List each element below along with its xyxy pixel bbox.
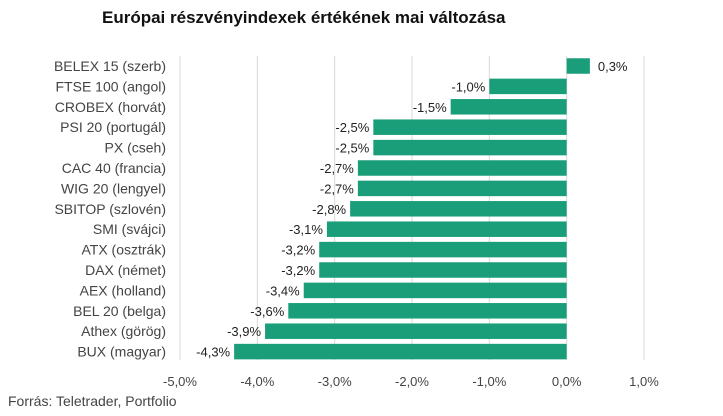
- category-label: CAC 40 (francia): [62, 160, 166, 176]
- x-tick-label: -5,0%: [163, 374, 197, 389]
- category-label: DAX (német): [85, 262, 166, 278]
- x-tick-label: 0,0%: [552, 374, 582, 389]
- category-label: WIG 20 (lengyel): [61, 180, 166, 196]
- bar: [357, 160, 567, 176]
- bar: [319, 262, 567, 278]
- chart-title: Európai részvényindexek értékének mai vá…: [102, 8, 506, 27]
- data-label: -3,6%: [250, 304, 284, 319]
- data-label: -3,9%: [227, 324, 261, 339]
- bar: [450, 99, 567, 115]
- category-label: ATX (osztrák): [81, 242, 166, 258]
- bar: [489, 78, 567, 95]
- category-label: PX (cseh): [105, 140, 166, 156]
- x-tick-label: -4,0%: [240, 374, 274, 389]
- data-label: -3,2%: [281, 263, 315, 278]
- data-label: -3,1%: [289, 222, 323, 237]
- data-label: -4,3%: [196, 345, 230, 360]
- x-tick-label: -1,0%: [472, 374, 506, 389]
- data-label: -1,0%: [451, 79, 485, 94]
- category-label: SBITOP (szlovén): [54, 201, 166, 217]
- category-label: BUX (magyar): [77, 344, 166, 360]
- x-tick-label: 1,0%: [629, 374, 659, 389]
- data-label: -2,5%: [335, 141, 369, 156]
- bar: [265, 323, 567, 339]
- data-label: -3,4%: [266, 283, 300, 298]
- category-label: BELEX 15 (szerb): [54, 58, 166, 74]
- category-label: CROBEX (horvát): [55, 99, 166, 115]
- bar: [288, 303, 567, 319]
- bar: [373, 119, 567, 135]
- data-label: -2,8%: [312, 202, 346, 217]
- category-label: BEL 20 (belga): [73, 303, 166, 319]
- data-label: -1,5%: [413, 100, 447, 115]
- category-label: AEX (holland): [80, 282, 166, 298]
- category-label: FTSE 100 (angol): [56, 78, 167, 94]
- category-label: Athex (görög): [81, 323, 166, 339]
- source-note: Forrás: Teletrader, Portfolio: [8, 393, 177, 409]
- bar: [373, 139, 567, 156]
- data-label: -2,5%: [335, 120, 369, 135]
- bar: [357, 180, 567, 197]
- bar: [566, 58, 590, 74]
- data-label: -2,7%: [320, 181, 354, 196]
- bar: [326, 221, 567, 237]
- bar: [234, 343, 567, 360]
- x-tick-label: -2,0%: [395, 374, 429, 389]
- data-label: -3,2%: [281, 243, 315, 258]
- bar: [319, 241, 567, 258]
- x-tick-label: -3,0%: [318, 374, 352, 389]
- bar: [350, 201, 567, 217]
- category-label: PSI 20 (portugál): [60, 119, 166, 135]
- data-label: -2,7%: [320, 161, 354, 176]
- data-label: 0,3%: [598, 59, 628, 74]
- category-label: SMI (svájci): [93, 221, 166, 237]
- bar: [303, 282, 567, 299]
